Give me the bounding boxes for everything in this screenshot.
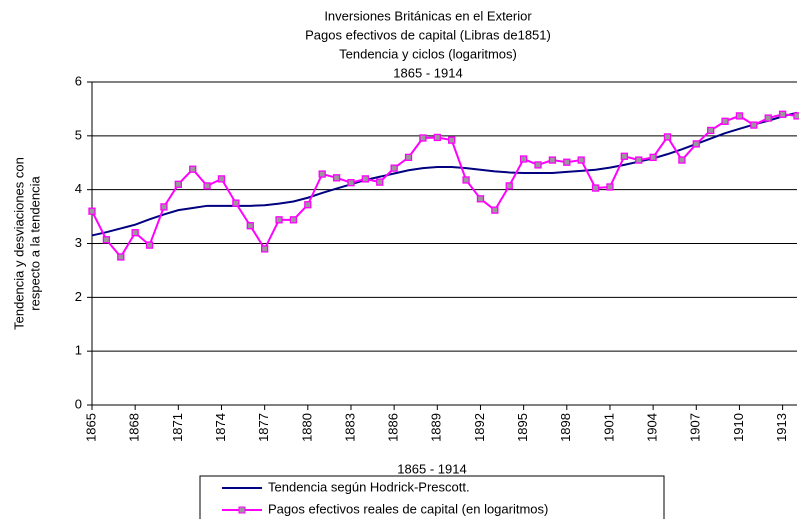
x-tick-label: 1874 [213, 413, 228, 442]
x-tick-label: 1907 [688, 413, 703, 442]
x-tick-label: 1910 [731, 413, 746, 442]
x-tick-label: 1877 [256, 413, 271, 442]
x-tick-label: 1871 [170, 413, 185, 442]
point-marker [778, 110, 787, 118]
point-marker [606, 183, 614, 191]
chart-title: 1865 - 1914 [393, 65, 462, 80]
point-marker [217, 175, 226, 183]
point-marker [462, 176, 470, 184]
point-marker [649, 153, 657, 162]
point-marker [433, 133, 441, 142]
y-tick-label: 3 [75, 235, 82, 250]
point-marker [88, 207, 96, 215]
point-marker [361, 175, 370, 183]
x-tick-label: 1898 [558, 413, 573, 442]
x-tick-label: 1886 [386, 413, 401, 442]
x-tick-label: 1868 [127, 413, 142, 442]
y-tick-label: 6 [75, 73, 82, 88]
legend-label: Tendencia según Hodrick-Prescott. [268, 479, 470, 494]
point-marker [519, 155, 528, 163]
point-marker [289, 216, 298, 224]
point-marker [131, 229, 139, 237]
point-marker [764, 114, 772, 122]
point-marker [721, 117, 729, 125]
legend: Tendencia según Hodrick-Prescott. Pagos e… [199, 475, 665, 519]
y-axis-title: respecto a la tendencia [27, 176, 42, 311]
point-marker [160, 203, 168, 211]
legend-label: Pagos efectivos reales de capital (en lo… [268, 501, 548, 516]
point-marker [174, 180, 182, 188]
chart-title: Tendencia y ciclos (logaritmos) [339, 46, 517, 61]
point-marker [534, 161, 542, 169]
point-marker [304, 201, 312, 209]
y-tick-label: 1 [75, 343, 82, 358]
x-tick-label: 1880 [299, 413, 314, 442]
point-marker [419, 134, 427, 142]
point-marker [275, 216, 283, 224]
y-axis-title: Tendencia y desviaciones con [11, 157, 26, 330]
point-marker [735, 112, 744, 120]
point-marker [591, 184, 600, 192]
point-marker [102, 236, 111, 244]
point-marker [577, 156, 585, 164]
chart-title: Inversiones Británicas en el Exterior [324, 8, 532, 23]
y-tick-label: 4 [75, 181, 82, 196]
point-marker [505, 182, 513, 190]
point-marker [117, 253, 125, 261]
y-tick-label: 0 [75, 396, 82, 411]
x-tick-label: 1889 [429, 413, 444, 442]
point-marker [189, 165, 197, 173]
point-marker [491, 206, 499, 214]
point-marker [663, 133, 672, 141]
point-marker [246, 222, 254, 230]
point-marker [548, 156, 557, 164]
point-marker [707, 126, 715, 135]
y-tick-label: 5 [75, 127, 82, 142]
x-tick-label: 1892 [472, 413, 487, 442]
y-tick-label: 2 [75, 289, 82, 304]
point-marker [476, 195, 485, 203]
point-marker [261, 245, 269, 253]
x-axis-title: 1865 - 1914 [397, 461, 466, 476]
point-marker [332, 174, 341, 182]
x-tick-label: 1901 [601, 413, 616, 442]
point-marker [318, 170, 326, 178]
point-marker [376, 178, 384, 186]
point-marker [678, 156, 686, 164]
x-tick-label: 1865 [83, 413, 98, 442]
point-marker [347, 179, 355, 187]
point-marker [390, 164, 398, 172]
point-marker [145, 241, 154, 249]
x-tick-label: 1904 [645, 413, 660, 442]
legend-marker [238, 506, 246, 514]
legend-box [199, 475, 665, 519]
x-tick-label: 1913 [774, 413, 789, 442]
point-marker [404, 153, 413, 162]
x-tick-label: 1883 [342, 413, 357, 442]
point-marker [750, 121, 758, 129]
point-marker [635, 156, 643, 164]
point-marker [793, 112, 799, 120]
point-marker [563, 158, 571, 166]
point-marker [232, 199, 240, 207]
x-tick-label: 1895 [515, 413, 530, 442]
point-marker [203, 182, 211, 190]
point-marker [448, 136, 456, 144]
point-marker [692, 140, 700, 148]
series-line [91, 111, 798, 237]
point-marker [620, 152, 628, 160]
chart-title: Pagos efectivos de capital (Libras de185… [305, 27, 551, 42]
